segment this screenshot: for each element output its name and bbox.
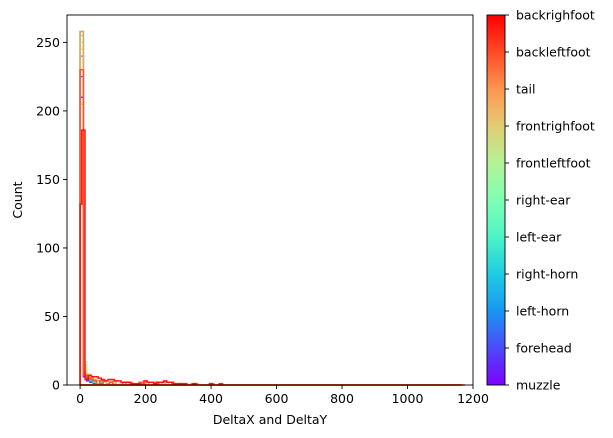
y-tick-label: 200 xyxy=(36,103,60,118)
x-axis: 0 200 400 600 800 1000 1200 xyxy=(76,385,489,406)
axes-frame xyxy=(66,14,474,386)
colorbar-label-right-ear: right-ear xyxy=(516,193,571,208)
series-backrighfoot xyxy=(79,129,465,386)
x-tick-label: 0 xyxy=(76,391,84,406)
colorbar-label-backleftfoot: backleftfoot xyxy=(516,45,591,60)
y-tick-label: 150 xyxy=(36,172,60,187)
plot-area xyxy=(66,14,474,386)
x-tick-label: 1200 xyxy=(457,391,489,406)
colorbar-label-left-ear: left-ear xyxy=(516,230,562,245)
colorbar-label-forehead: forehead xyxy=(516,341,572,356)
colorbar-label-muzzle: muzzle xyxy=(516,378,561,393)
colorbar-label-left-horn: left-horn xyxy=(516,304,569,319)
y-axis-label: Count xyxy=(10,181,25,218)
y-axis: 0 50 100 150 200 250 xyxy=(36,35,67,393)
x-tick-label: 200 xyxy=(134,391,158,406)
x-axis-label: DeltaX and DeltaY xyxy=(213,412,328,427)
colorbar-gradient xyxy=(486,14,506,386)
y-tick-label: 50 xyxy=(44,309,60,324)
colorbar-label-right-horn: right-horn xyxy=(516,267,578,282)
x-tick-label: 1000 xyxy=(392,391,424,406)
x-tick-label: 400 xyxy=(199,391,223,406)
y-tick-label: 0 xyxy=(52,378,60,393)
colorbar-label-frontrighfoot: frontrighfoot xyxy=(516,119,595,134)
plot-background xyxy=(67,15,473,385)
colorbar-label-frontleftfoot: frontleftfoot xyxy=(516,156,591,171)
x-tick-label: 800 xyxy=(330,391,354,406)
colorbar: muzzle forehead left-horn right-horn left-ea… xyxy=(486,8,595,393)
colorbar-label-tail: tail xyxy=(516,82,536,97)
colorbar-label-backrighfoot: backrighfoot xyxy=(516,8,595,23)
y-tick-label: 250 xyxy=(36,35,60,50)
y-tick-label: 100 xyxy=(36,240,60,255)
x-tick-label: 600 xyxy=(265,391,289,406)
